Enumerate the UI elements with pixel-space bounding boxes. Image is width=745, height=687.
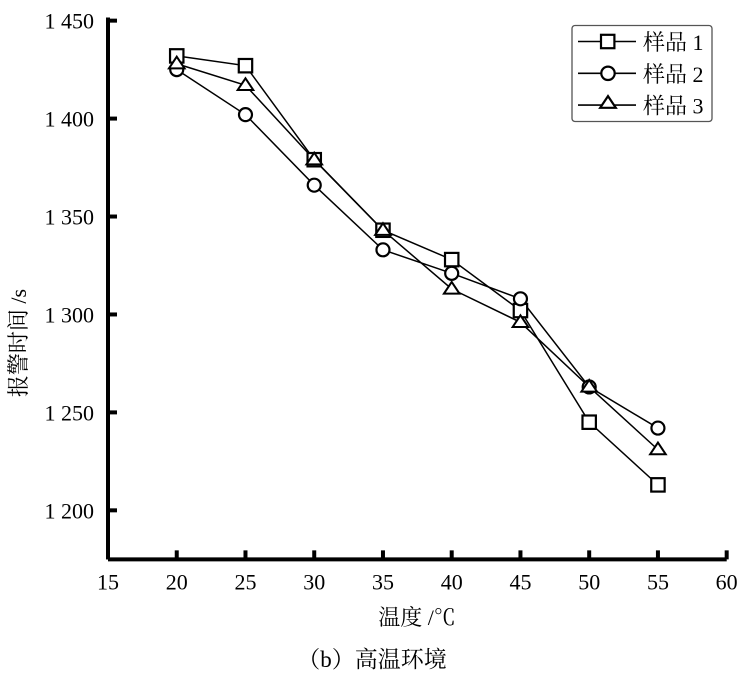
svg-text:1 350: 1 350 (45, 205, 95, 230)
svg-text:30: 30 (303, 569, 325, 594)
svg-text:40: 40 (441, 569, 463, 594)
svg-text:样品 1: 样品 1 (643, 30, 704, 55)
svg-text:1 400: 1 400 (45, 107, 95, 132)
svg-text:样品 3: 样品 3 (643, 94, 704, 119)
svg-text:15: 15 (97, 569, 119, 594)
svg-text:1 300: 1 300 (45, 302, 95, 327)
svg-text:55: 55 (647, 569, 669, 594)
svg-text:1 450: 1 450 (45, 9, 95, 34)
svg-text:50: 50 (578, 569, 600, 594)
svg-text:1 200: 1 200 (45, 498, 95, 523)
svg-text:60: 60 (716, 569, 738, 594)
svg-text:35: 35 (372, 569, 394, 594)
svg-text:45: 45 (509, 569, 531, 594)
svg-text:25: 25 (234, 569, 256, 594)
svg-text:20: 20 (166, 569, 188, 594)
svg-text:样品 2: 样品 2 (643, 62, 704, 87)
svg-text:1 250: 1 250 (45, 400, 95, 425)
